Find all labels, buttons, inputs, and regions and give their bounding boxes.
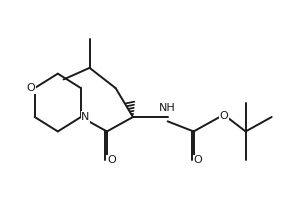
Text: NH: NH — [159, 103, 176, 113]
Text: O: O — [107, 155, 116, 165]
Text: O: O — [194, 155, 202, 165]
Text: N: N — [81, 112, 89, 122]
Text: O: O — [27, 83, 36, 93]
Text: O: O — [220, 111, 228, 121]
